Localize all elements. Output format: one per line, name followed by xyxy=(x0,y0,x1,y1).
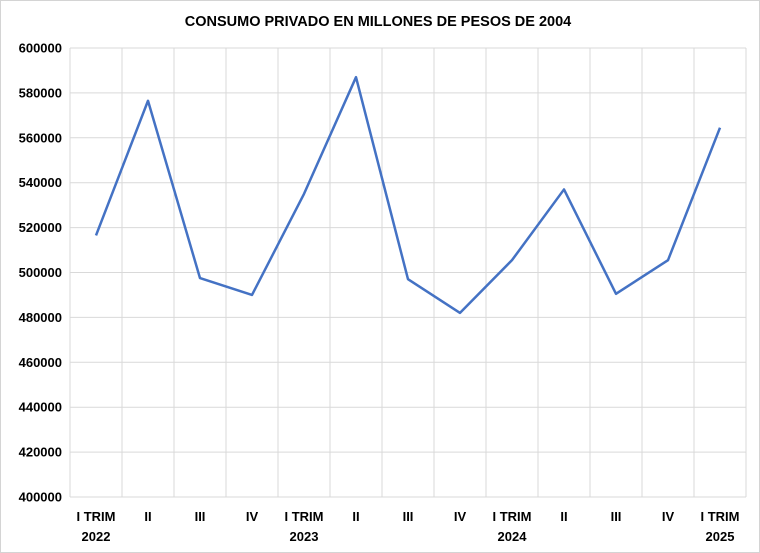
x-tick-label: III xyxy=(611,509,622,524)
x-tick-quarter: II xyxy=(560,509,567,524)
y-tick-label: 420000 xyxy=(19,445,62,460)
y-tick-label: 400000 xyxy=(19,490,62,505)
y-axis-ticks: 400000 420000 440000 460000 480000 500000 5200… xyxy=(19,41,62,505)
y-tick-label: 460000 xyxy=(19,355,62,370)
x-tick-label: I TRIM 2024 xyxy=(493,509,532,544)
x-tick-quarter: I TRIM xyxy=(285,509,324,524)
y-tick-label: 600000 xyxy=(19,41,62,56)
x-tick-label: I TRIM 2022 xyxy=(77,509,116,544)
x-tick-label: II xyxy=(144,509,151,524)
x-tick-quarter: IV xyxy=(662,509,675,524)
grid xyxy=(69,47,747,498)
x-tick-quarter: III xyxy=(611,509,622,524)
x-tick-label: I TRIM 2023 xyxy=(285,509,324,544)
chart-title: CONSUMO PRIVADO EN MILLONES DE PESOS DE … xyxy=(185,14,571,30)
x-tick-quarter: III xyxy=(403,509,414,524)
x-tick-year: 2022 xyxy=(82,529,111,544)
y-tick-label: 440000 xyxy=(19,400,62,415)
x-tick-label: III xyxy=(403,509,414,524)
x-tick-quarter: I TRIM xyxy=(77,509,116,524)
y-tick-label: 560000 xyxy=(19,130,62,145)
x-tick-quarter: I TRIM xyxy=(493,509,532,524)
y-tick-label: 580000 xyxy=(19,85,62,100)
x-tick-quarter: IV xyxy=(246,509,259,524)
x-tick-year: 2024 xyxy=(498,529,528,544)
x-tick-year: 2023 xyxy=(290,529,319,544)
x-tick-quarter: II xyxy=(144,509,151,524)
y-tick-label: 500000 xyxy=(19,265,62,280)
x-tick-label: IV xyxy=(454,509,467,524)
y-tick-label: 480000 xyxy=(19,310,62,325)
y-tick-label: 540000 xyxy=(19,175,62,190)
x-tick-quarter: III xyxy=(195,509,206,524)
series-line xyxy=(94,75,722,315)
x-tick-label: I TRIM 2025 xyxy=(701,509,740,544)
x-tick-label: IV xyxy=(662,509,675,524)
x-tick-label: III xyxy=(195,509,206,524)
x-tick-quarter: IV xyxy=(454,509,467,524)
x-tick-quarter: I TRIM xyxy=(701,509,740,524)
x-tick-year: 2025 xyxy=(706,529,735,544)
x-tick-label: II xyxy=(560,509,567,524)
y-tick-label: 520000 xyxy=(19,220,62,235)
series-group xyxy=(94,75,722,315)
x-tick-label: IV xyxy=(246,509,259,524)
x-tick-quarter: II xyxy=(352,509,359,524)
x-tick-label: II xyxy=(352,509,359,524)
